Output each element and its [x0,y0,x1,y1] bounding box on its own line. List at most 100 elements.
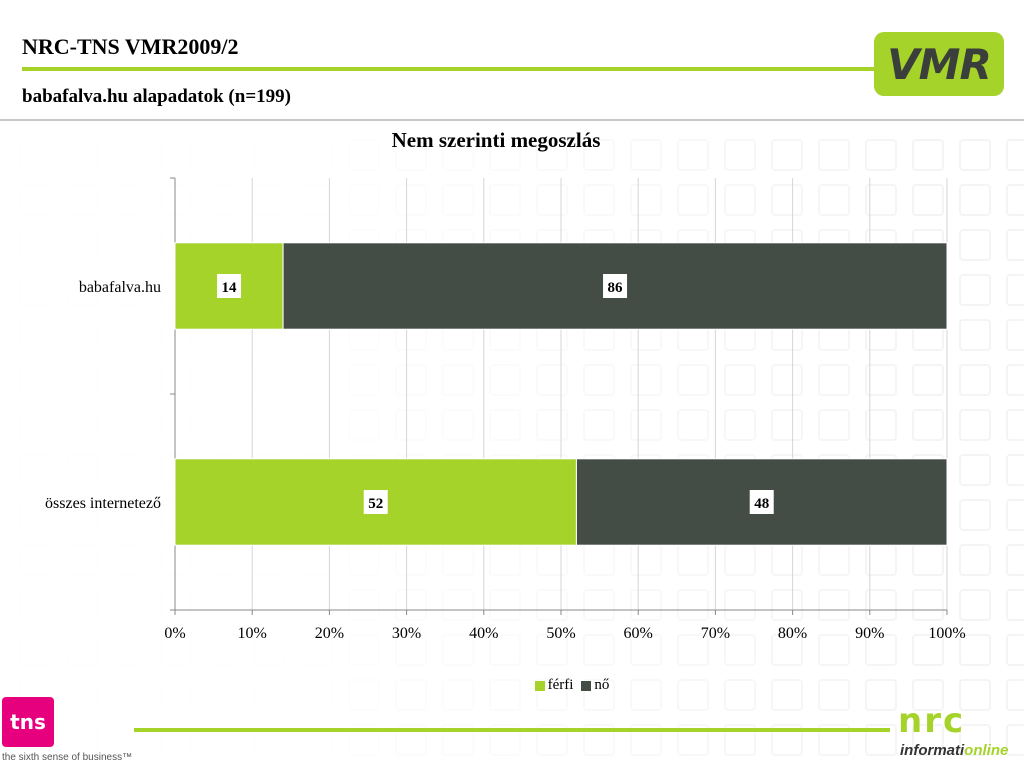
background-square [865,724,897,756]
background-square [959,544,991,576]
background-square [19,274,51,306]
background-square [66,454,98,486]
x-tick-label: 80% [778,625,807,642]
background-square [1006,364,1024,396]
background-square [1006,409,1024,441]
background-square [66,499,98,531]
background-square [724,139,756,171]
background-square [818,634,850,666]
background-square [19,499,51,531]
background-square [301,364,333,396]
background-square [818,409,850,441]
background-square [865,634,897,666]
background-square [19,139,51,171]
background-square [630,724,662,756]
background-square [771,724,803,756]
background-square [1006,274,1024,306]
background-square [395,589,427,621]
background-square [301,724,333,756]
background-square [583,184,615,216]
background-square [724,364,756,396]
background-square [66,724,98,756]
background-square [583,364,615,396]
background-square [348,139,380,171]
background-square [254,184,286,216]
background-square [489,634,521,666]
background-square [912,409,944,441]
background-square [301,679,333,711]
background-square [19,184,51,216]
background-square [442,634,474,666]
background-square [160,409,192,441]
background-square [19,364,51,396]
background-square [677,679,709,711]
background-square [536,679,568,711]
data-label-bg [217,274,242,298]
nrc-sub-part-a: informati [900,742,965,759]
x-tick-label: 100% [928,625,965,642]
background-square [724,679,756,711]
background-square [301,184,333,216]
background-square [724,589,756,621]
background-square [630,139,662,171]
background-square [1006,634,1024,666]
background-square [442,184,474,216]
background-square [677,634,709,666]
background-square [959,184,991,216]
data-label: 48 [754,496,769,512]
background-square [207,724,239,756]
background-square [1006,229,1024,261]
background-square [865,364,897,396]
background-square [395,724,427,756]
background-square [865,679,897,711]
background-square [207,364,239,396]
background-square [912,139,944,171]
background-square [1006,589,1024,621]
background-square [818,724,850,756]
background-square [630,679,662,711]
background-square [160,139,192,171]
x-tick-label: 30% [392,625,421,642]
background-square [959,724,991,756]
background-square [536,364,568,396]
background-square [113,139,145,171]
data-label: 86 [608,280,624,296]
background-square [395,409,427,441]
footer-accent-line [134,728,890,732]
header-divider [0,119,1024,121]
x-tick-label: 0% [164,625,185,642]
background-square [489,724,521,756]
background-square [395,184,427,216]
background-square [583,724,615,756]
background-square [66,679,98,711]
background-square [489,679,521,711]
background-square [677,184,709,216]
background-square [113,724,145,756]
background-square [442,409,474,441]
header-accent-line [22,67,882,71]
background-square [771,679,803,711]
background-square [583,634,615,666]
background-square [207,409,239,441]
background-square [301,409,333,441]
background-square [489,409,521,441]
background-square [66,229,98,261]
background-square [442,139,474,171]
background-square [254,634,286,666]
background-square [489,184,521,216]
background-square [724,724,756,756]
background-square [912,184,944,216]
background-square [1006,139,1024,171]
vmr-logo-text: VMR [887,39,992,89]
background-square [865,589,897,621]
background-square [19,229,51,261]
background-square [113,454,145,486]
background-square [677,724,709,756]
background-square [489,589,521,621]
background-square [959,139,991,171]
tns-logo: tns [2,697,54,747]
background-square [160,679,192,711]
legend-item-no: nő [581,677,609,694]
background-square [254,724,286,756]
background-square [536,139,568,171]
